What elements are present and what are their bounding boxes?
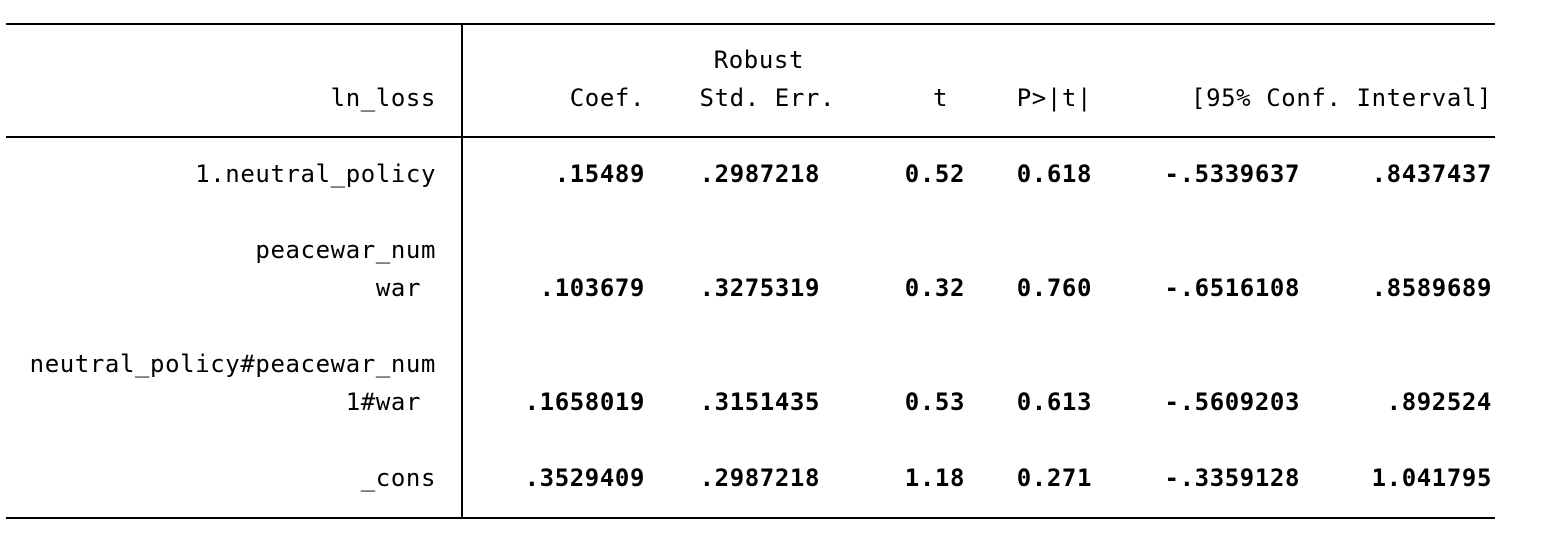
ci-high-value: 1.041795	[1371, 464, 1492, 492]
row-label: war	[375, 274, 421, 302]
header-dependent-var: ln_loss	[330, 84, 436, 112]
t-value: 0.32	[904, 274, 965, 302]
row-group-label: neutral_policy#peacewar_num	[29, 350, 436, 378]
std-err-value: .2987218	[699, 160, 820, 188]
top-rule	[6, 23, 1495, 25]
header-std-err: Std. Err.	[699, 84, 835, 112]
p-value: 0.271	[1016, 464, 1092, 492]
ci-low-value: -.6516108	[1164, 274, 1300, 302]
t-value: 1.18	[904, 464, 965, 492]
ci-high-value: .8437437	[1371, 160, 1492, 188]
p-value: 0.613	[1016, 388, 1092, 416]
row-group-label: peacewar_num	[255, 236, 436, 264]
t-value: 0.52	[904, 160, 965, 188]
row-label: 1#war	[345, 388, 421, 416]
coef-value: .103679	[539, 274, 645, 302]
std-err-value: .3151435	[699, 388, 820, 416]
header-conf-interval: [95% Conf. Interval]	[1191, 84, 1492, 112]
row-label: _cons	[360, 464, 436, 492]
p-value: 0.618	[1016, 160, 1092, 188]
coef-value: .1658019	[524, 388, 645, 416]
t-value: 0.53	[904, 388, 965, 416]
row-label: 1.neutral_policy	[195, 160, 436, 188]
coef-value: .15489	[554, 160, 645, 188]
header-robust: Robust	[713, 46, 804, 74]
ci-low-value: -.5339637	[1164, 160, 1300, 188]
std-err-value: .3275319	[699, 274, 820, 302]
header-coef: Coef.	[569, 84, 645, 112]
bottom-rule	[6, 517, 1495, 519]
label-divider	[461, 24, 463, 518]
p-value: 0.760	[1016, 274, 1092, 302]
ci-high-value: .892524	[1386, 388, 1492, 416]
ci-low-value: -.3359128	[1164, 464, 1300, 492]
header-t: t	[932, 84, 948, 112]
ci-high-value: .8589689	[1371, 274, 1492, 302]
header-p: P>|t|	[1016, 84, 1092, 112]
header-rule	[6, 136, 1495, 138]
std-err-value: .2987218	[699, 464, 820, 492]
coef-value: .3529409	[524, 464, 645, 492]
ci-low-value: -.5609203	[1164, 388, 1300, 416]
